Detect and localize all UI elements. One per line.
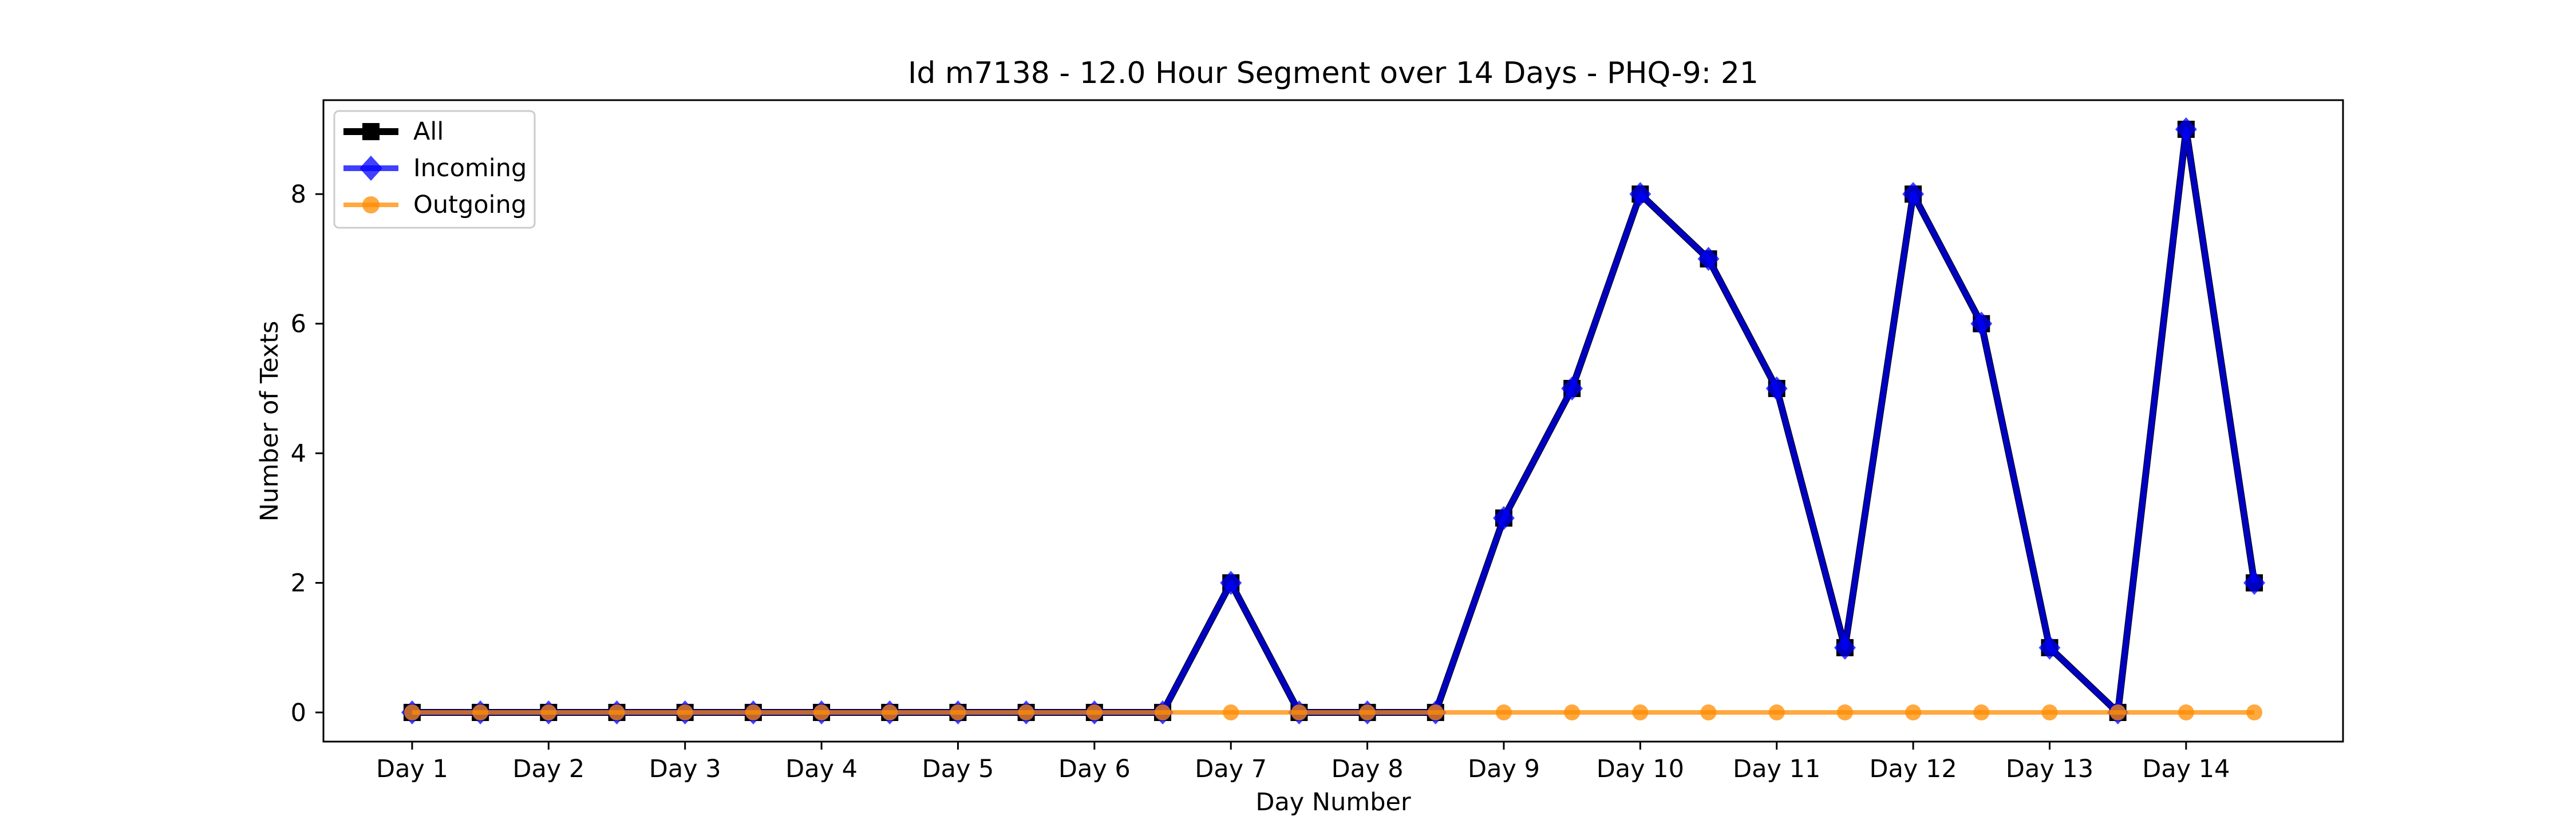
data-point: [1564, 704, 1581, 721]
data-point: [2041, 704, 2058, 721]
y-axis-ticks: 0 2 4 6 8: [291, 180, 323, 727]
x-tick-label: Day 8: [1332, 755, 1404, 783]
data-point: [609, 704, 625, 721]
legend-label-all: All: [413, 117, 444, 146]
data-point: [1973, 704, 1990, 721]
data-point: [1359, 704, 1376, 721]
x-axis-ticks: Day 1 Day 2 Day 3 Day 4 Day 5 Day 6 Day 7 Day 8…: [376, 742, 2230, 783]
y-tick-label: 2: [291, 569, 306, 598]
data-point: [1697, 247, 1720, 271]
legend: All Incoming Outgoing: [333, 110, 536, 229]
legend-box: [333, 110, 536, 229]
legend-item-all: All: [343, 117, 444, 146]
x-tick-label: Day 14: [2142, 755, 2230, 783]
data-point: [1495, 704, 1512, 721]
legend-label-incoming: Incoming: [413, 154, 527, 183]
x-tick-label: Day 5: [922, 755, 994, 783]
data-point: [472, 704, 489, 721]
data-point: [1086, 704, 1103, 721]
data-point: [1765, 376, 1788, 401]
data-point: [882, 704, 898, 721]
data-point: [1970, 311, 1993, 336]
data-point: [1836, 704, 1853, 721]
data-point: [1700, 704, 1717, 721]
data-point: [950, 704, 966, 721]
x-tick-label: Day 11: [1733, 755, 1820, 783]
y-axis-label: Number of Texts: [255, 321, 284, 522]
x-tick-label: Day 13: [2006, 755, 2093, 783]
data-point: [1427, 704, 1444, 721]
data-point: [677, 704, 693, 721]
x-tick-label: Day 4: [785, 755, 858, 783]
y-tick-label: 8: [291, 180, 306, 209]
x-axis-label: Day Number: [1255, 788, 1411, 817]
data-point: [745, 704, 761, 721]
x-tick-label: Day 2: [512, 755, 584, 783]
data-point: [2178, 704, 2194, 721]
x-tick-label: Day 6: [1058, 755, 1131, 783]
data-point: [1018, 704, 1034, 721]
legend-marker-square: [362, 123, 380, 140]
x-tick-label: Day 1: [376, 755, 448, 783]
y-tick-label: 6: [291, 310, 306, 339]
data-point: [2243, 571, 2266, 595]
chart-title: Id m7138 - 12.0 Hour Segment over 14 Day…: [908, 56, 1759, 90]
plot-area: [401, 117, 2266, 725]
data-point: [1223, 704, 1239, 721]
x-tick-label: Day 3: [649, 755, 721, 783]
data-point: [1768, 704, 1785, 721]
data-point: [1902, 182, 1925, 207]
legend-marker-circle: [362, 196, 380, 213]
series-outgoing: [404, 704, 2263, 721]
data-point: [813, 704, 830, 721]
legend-item-incoming: Incoming: [343, 154, 527, 183]
data-point: [404, 704, 420, 721]
x-tick-label: Day 10: [1597, 755, 1684, 783]
x-tick-label: Day 7: [1195, 755, 1267, 783]
data-point: [540, 704, 557, 721]
data-point: [1155, 704, 1171, 721]
y-tick-label: 0: [291, 699, 306, 727]
x-tick-label: Day 12: [1869, 755, 1957, 783]
legend-marker-diamond: [359, 156, 382, 181]
plot-frame: [322, 99, 2344, 743]
data-point: [1834, 635, 1856, 660]
y-tick-label: 4: [291, 439, 306, 468]
data-point: [1561, 376, 1583, 401]
data-point: [1632, 704, 1649, 721]
legend-item-outgoing: Outgoing: [343, 191, 527, 219]
x-tick-label: Day 9: [1468, 755, 1540, 783]
data-point: [2038, 635, 2061, 660]
data-point: [1220, 571, 1242, 595]
legend-label-outgoing: Outgoing: [413, 191, 527, 219]
data-point: [1629, 182, 1652, 207]
data-point: [2246, 704, 2263, 721]
data-point: [1492, 506, 1515, 530]
data-point: [2175, 117, 2197, 141]
data-point: [2109, 704, 2126, 721]
data-point: [1905, 704, 1922, 721]
data-point: [1291, 704, 1307, 721]
